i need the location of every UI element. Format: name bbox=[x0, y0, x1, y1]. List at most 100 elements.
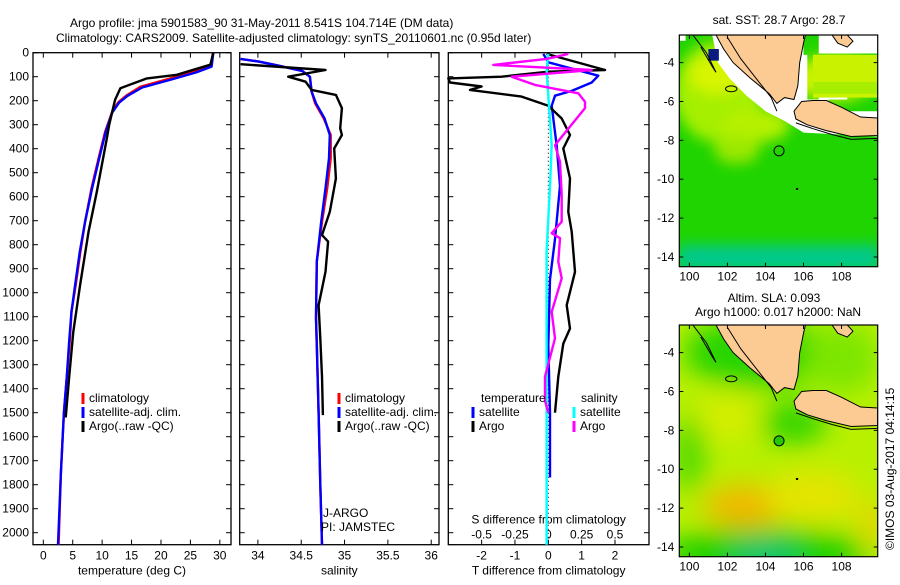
depth-tick-label: 1300 bbox=[2, 358, 29, 372]
map-frame bbox=[678, 34, 879, 268]
x-tick-label: 34.5 bbox=[290, 549, 314, 563]
coast-contour bbox=[727, 327, 776, 401]
lon-tick-label: 100 bbox=[679, 270, 699, 284]
lat-tick-label: -14 bbox=[657, 540, 675, 554]
lon-tick-label: 100 bbox=[679, 560, 699, 574]
legend-item-label: climatology bbox=[345, 391, 405, 405]
x-tick-label: 34 bbox=[251, 549, 265, 563]
christmas-island bbox=[795, 477, 799, 480]
depth-tick-label: 500 bbox=[9, 166, 29, 180]
x-tick-label: 10 bbox=[95, 549, 109, 563]
map-frame bbox=[678, 324, 879, 558]
java-land bbox=[794, 391, 878, 427]
depth-tick-label: 900 bbox=[9, 262, 29, 276]
x-tick-label: 35 bbox=[338, 549, 352, 563]
enggano-island bbox=[726, 376, 737, 382]
lat-tick-label: -4 bbox=[664, 346, 675, 360]
x-tick-label: 0 bbox=[40, 549, 47, 563]
depth-tick-label: 1100 bbox=[3, 310, 29, 324]
sla-map-subtitle: Argo h1000: 0.017 h2000: NaN bbox=[695, 305, 861, 319]
series-line-satellite-adj-clim- bbox=[56, 52, 215, 545]
depth-tick-label: 1800 bbox=[2, 478, 29, 492]
series-line-satellite-adj-clim- bbox=[240, 57, 331, 545]
legend-title-salinity: salinity bbox=[581, 391, 618, 405]
x-axis-label: T difference from climatology bbox=[472, 564, 626, 578]
legend-item-label: satellite-adj. clim. bbox=[345, 405, 437, 419]
coast-contour bbox=[727, 37, 776, 111]
java-land bbox=[794, 101, 878, 137]
lat-tick-label: -10 bbox=[657, 462, 675, 476]
imos-timestamp: ©IMOS 03-Aug-2017 04:14:15 bbox=[883, 387, 897, 550]
lon-tick-label: 106 bbox=[793, 270, 813, 284]
profile-panel-3: -2 -1 0 1 2T difference from climatology -0.5… bbox=[447, 52, 650, 578]
lon-tick-label: 104 bbox=[755, 560, 775, 574]
s-tick-label: 0.25 bbox=[570, 528, 594, 542]
s-tick-label: 0.5 bbox=[607, 528, 624, 542]
depth-tick-label: 1900 bbox=[2, 502, 29, 516]
title-line-1: Argo profile: jma 5901583_90 31-May-2011… bbox=[70, 16, 453, 30]
sla-map: 100 102 104 106 108 -4 -6 -8 -10 -12 -14 Altim. SLA… bbox=[657, 291, 879, 574]
x-tick-label: -2 bbox=[476, 549, 487, 563]
depth-tick-label: 1600 bbox=[2, 430, 29, 444]
lat-tick-label: -12 bbox=[657, 211, 675, 225]
legend-item-label: satellite-adj. clim. bbox=[89, 405, 181, 419]
depth-tick-label: 800 bbox=[9, 238, 29, 252]
x-tick-label: 30 bbox=[213, 549, 227, 563]
lat-tick-label: -8 bbox=[664, 423, 675, 437]
cold-pixel bbox=[708, 48, 719, 61]
pi-label: PI: JAMSTEC bbox=[321, 520, 395, 534]
lat-tick-label: -12 bbox=[657, 501, 675, 515]
lon-tick-label: 106 bbox=[793, 560, 813, 574]
series-line-s-argo bbox=[492, 52, 593, 414]
depth-tick-label: 2000 bbox=[2, 526, 29, 540]
depth-tick-label: 1200 bbox=[2, 334, 29, 348]
christmas-island bbox=[795, 187, 799, 190]
x-tick-label: 0 bbox=[545, 549, 552, 563]
x-tick-label: 36 bbox=[425, 549, 439, 563]
x-tick-label: 35.5 bbox=[376, 549, 400, 563]
depth-tick-label: 1700 bbox=[2, 454, 29, 468]
legend-s-argo-label: Argo bbox=[580, 419, 606, 433]
x-tick-label: 20 bbox=[154, 549, 168, 563]
legend-title-temperature: temperature bbox=[481, 391, 546, 405]
project-label: J-ARGO bbox=[323, 506, 368, 520]
depth-tick-label: 600 bbox=[9, 190, 29, 204]
plot-frame bbox=[239, 52, 440, 546]
depth-tick-label: 100 bbox=[9, 70, 29, 84]
depth-tick-label: 300 bbox=[9, 118, 29, 132]
legend-t-satellite-label: satellite bbox=[479, 405, 520, 419]
profile-panel-1: 0 5 10 15 20 25 30 temperature (deg C) climatolo… bbox=[32, 52, 232, 578]
s-tick-label: 0 bbox=[545, 528, 552, 542]
plot-frame bbox=[32, 52, 232, 546]
legend-item-label: Argo(..raw -QC) bbox=[89, 419, 174, 433]
x-tick-label: 5 bbox=[69, 549, 76, 563]
legend-s-satellite-label: satellite bbox=[580, 405, 621, 419]
enggano-island bbox=[726, 86, 737, 92]
s-tick-label: -0.25 bbox=[501, 528, 529, 542]
depth-tick-label: 200 bbox=[9, 94, 29, 108]
lon-tick-label: 102 bbox=[717, 560, 737, 574]
depth-tick-label: 700 bbox=[9, 214, 29, 228]
mentawai-islands bbox=[693, 325, 716, 362]
lat-tick-label: -6 bbox=[664, 384, 675, 398]
depth-tick-label: 400 bbox=[9, 142, 29, 156]
legend-t-argo-label: Argo bbox=[479, 419, 505, 433]
sumatra-land bbox=[716, 325, 805, 393]
legend-item-label: Argo(..raw -QC) bbox=[345, 419, 430, 433]
x-axis-label: salinity bbox=[321, 564, 358, 578]
argo-float-marker bbox=[773, 435, 785, 447]
series-line-t-satellite bbox=[542, 53, 600, 478]
x-tick-label: 15 bbox=[125, 549, 139, 563]
s-axis-label: S difference from climatology bbox=[471, 513, 626, 527]
argo-float-marker bbox=[773, 145, 785, 157]
belitung-land bbox=[832, 325, 853, 337]
sla-map-title: Altim. SLA: 0.093 bbox=[728, 291, 821, 305]
lat-tick-label: -4 bbox=[664, 56, 675, 70]
java-contour bbox=[796, 413, 878, 430]
sst-map: 100 102 104 106 108 -4 -6 -8 -10 -12 -14 sat. SST: … bbox=[657, 13, 879, 284]
x-tick-label: -1 bbox=[510, 549, 521, 563]
series-line-argo-raw-qc- bbox=[64, 52, 215, 418]
x-tick-label: 25 bbox=[184, 549, 198, 563]
s-tick-label: -0.5 bbox=[471, 528, 492, 542]
lat-tick-label: -14 bbox=[657, 250, 675, 264]
